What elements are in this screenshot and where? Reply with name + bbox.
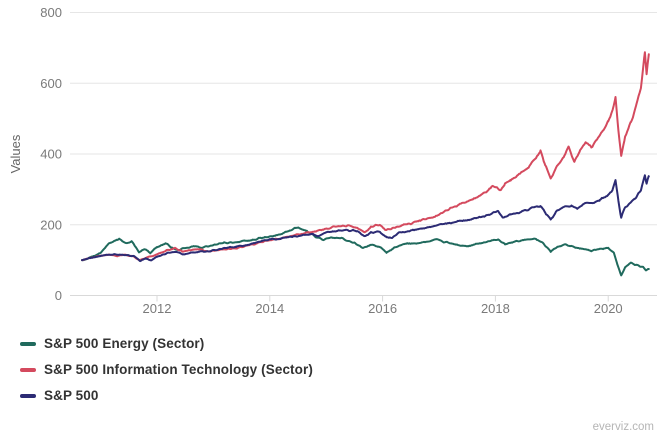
legend-item-sp500[interactable]: S&P 500 <box>20 388 313 403</box>
y-axis-title: Values <box>8 134 23 173</box>
legend: S&P 500 Energy (Sector) S&P 500 Informat… <box>20 336 313 403</box>
everviz-watermark-link[interactable]: everviz.com <box>592 421 654 433</box>
legend-swatch-energy <box>20 341 36 346</box>
x-axis-tick-label: 2020 <box>594 301 623 316</box>
legend-swatch-sp500 <box>20 393 36 398</box>
y-axis-tick-label: 200 <box>40 217 62 232</box>
y-axis-tick-label: 400 <box>40 147 62 162</box>
y-axis-tick-label: 800 <box>40 5 62 20</box>
x-axis-tick-label: 2018 <box>481 301 510 316</box>
y-axis-tick-label: 0 <box>55 288 62 303</box>
legend-item-energy[interactable]: S&P 500 Energy (Sector) <box>20 336 313 351</box>
legend-label-energy: S&P 500 Energy (Sector) <box>44 336 205 351</box>
legend-label-sp500: S&P 500 <box>44 388 99 403</box>
legend-item-info-tech[interactable]: S&P 500 Information Technology (Sector) <box>20 362 313 377</box>
series-line-1 <box>81 51 650 262</box>
plot-area: 0 200 400 600 800 2012 2014 2016 2018 2020 Values <box>8 5 657 316</box>
legend-swatch-info-tech <box>20 367 36 372</box>
x-axis-tick-label: 2012 <box>143 301 172 316</box>
legend-label-info-tech: S&P 500 Information Technology (Sector) <box>44 362 313 377</box>
series-line-0 <box>81 226 650 277</box>
series-line-2 <box>81 174 650 263</box>
y-axis-tick-label: 600 <box>40 76 62 91</box>
x-axis-tick-label: 2016 <box>368 301 397 316</box>
x-axis-tick-label: 2014 <box>255 301 284 316</box>
